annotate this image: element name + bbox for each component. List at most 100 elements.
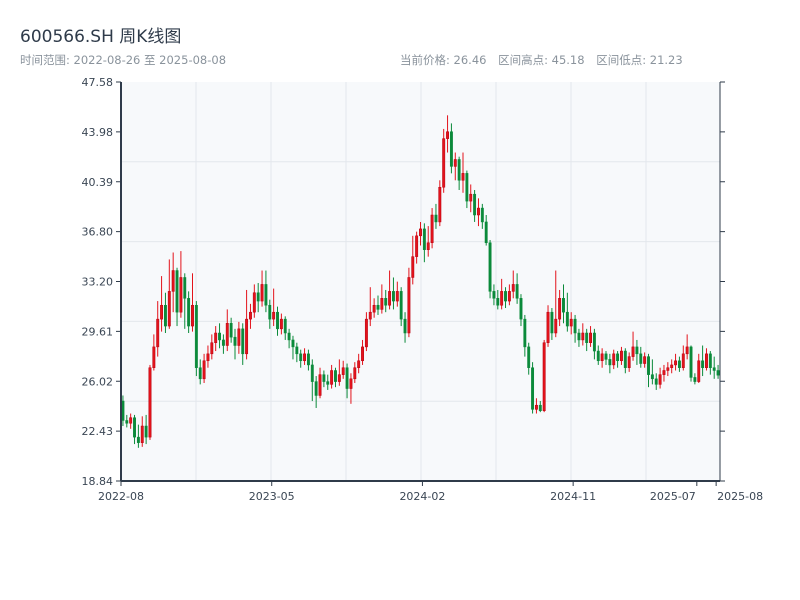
candle-body-up — [368, 311, 372, 320]
candle-body-up — [252, 292, 256, 313]
candle-body-down — [198, 367, 202, 380]
candle-body-down — [473, 193, 477, 216]
candle-body-up — [438, 186, 442, 223]
candle-body-up — [202, 360, 206, 380]
candle-body-up — [341, 367, 345, 375]
candle-body-up — [160, 304, 164, 320]
candle-body-up — [279, 318, 283, 330]
candle-body-down — [183, 277, 187, 299]
candle-body-down — [306, 353, 310, 366]
candle-body-down — [422, 228, 426, 250]
candle-body-up — [554, 318, 558, 334]
candle-body-down — [218, 332, 221, 341]
candle-body-down — [677, 360, 681, 368]
candle-body-up — [697, 360, 701, 382]
candle-body-down — [125, 420, 129, 424]
candle-body-up — [631, 346, 635, 357]
candle-body-up — [337, 374, 341, 382]
candle-body-up — [171, 270, 175, 292]
x-tick-label: 2024-02 — [399, 490, 445, 503]
candle-body-up — [237, 328, 241, 346]
candle-body-down — [712, 367, 716, 371]
candle-body-down — [256, 292, 260, 302]
candle-body-down — [492, 291, 496, 299]
candle-body-down — [596, 350, 600, 362]
candle-body-down — [650, 374, 654, 380]
candle-body-down — [562, 298, 565, 313]
candle-body-down — [457, 159, 461, 181]
range-high: 区间高点: 45.18 — [498, 53, 585, 67]
y-tick-label: 36.80 — [82, 226, 114, 239]
candle-body-down — [399, 291, 403, 320]
candle-body-up — [569, 318, 573, 327]
candle-body-down — [639, 353, 643, 364]
candle-body-up — [442, 138, 446, 188]
candle-body-down — [322, 374, 326, 382]
candle-body-up — [453, 159, 457, 167]
candle-body-up — [395, 291, 399, 302]
candle-body-down — [504, 291, 507, 302]
current-price: 当前价格: 26.46 — [400, 53, 487, 67]
candle-body-down — [295, 346, 299, 355]
candle-body-down — [392, 291, 395, 302]
candle-body-down — [133, 417, 136, 438]
candle-body-up — [446, 131, 449, 139]
candle-body-down — [484, 221, 488, 244]
candle-body-down — [221, 339, 225, 346]
candle-body-down — [538, 404, 542, 412]
candle-body-up — [589, 332, 592, 343]
candle-body-up — [225, 323, 229, 346]
candle-body-up — [627, 356, 631, 368]
candle-body-up — [318, 374, 322, 396]
candle-body-down — [531, 367, 535, 410]
price-stats: 当前价格: 26.46 区间高点: 45.18 区间低点: 21.23 — [400, 52, 691, 68]
range-low: 区间低点: 21.23 — [596, 53, 683, 67]
candle-body-up — [685, 346, 689, 355]
candle-body-down — [268, 304, 272, 320]
candle-body-up — [662, 370, 666, 375]
candle-body-down — [708, 353, 712, 368]
y-tick-label: 33.20 — [82, 276, 114, 289]
candle-body-up — [581, 332, 585, 341]
candle-body-up — [140, 425, 144, 443]
candle-body-up — [206, 353, 210, 362]
candle-body-up — [507, 291, 511, 302]
candle-body-down — [163, 304, 167, 327]
y-tick-label: 18.84 — [82, 475, 114, 488]
candle-body-down — [604, 353, 608, 360]
candle-body-down — [689, 346, 693, 378]
candle-body-up — [179, 277, 183, 313]
candle-body-up — [674, 360, 678, 366]
candle-body-up — [361, 346, 364, 362]
candle-body-up — [372, 304, 376, 313]
candle-body-up — [152, 346, 156, 368]
y-tick-label: 22.43 — [82, 425, 114, 438]
candle-body-down — [480, 207, 484, 223]
candle-body-up — [167, 291, 171, 327]
candle-body-down — [616, 353, 620, 362]
candle-body-down — [144, 425, 148, 438]
candle-body-down — [276, 311, 279, 330]
date-range-label: 时间范围: 2022-08-26 至 2025-08-08 — [20, 53, 227, 67]
candle-body-down — [345, 367, 349, 389]
candle-body-down — [523, 318, 527, 348]
candle-body-down — [136, 436, 140, 443]
candle-body-up — [330, 370, 334, 385]
candle-body-down — [384, 298, 388, 306]
candle-body-down — [376, 304, 380, 310]
candle-body-up — [364, 318, 368, 348]
candle-body-down — [693, 377, 697, 382]
candle-body-up — [620, 350, 623, 362]
candle-body-down — [310, 364, 314, 382]
candle-body-up — [705, 353, 708, 368]
candle-body-down — [287, 332, 291, 341]
candle-body-down — [515, 284, 519, 299]
x-tick-label: 2025-07 — [650, 490, 696, 503]
candle-body-up — [477, 207, 480, 216]
candle-body-down — [488, 242, 492, 292]
candle-body-down — [654, 378, 658, 385]
candle-body-up — [415, 235, 419, 257]
candle-body-up — [249, 311, 252, 320]
candle-body-up — [353, 367, 357, 380]
